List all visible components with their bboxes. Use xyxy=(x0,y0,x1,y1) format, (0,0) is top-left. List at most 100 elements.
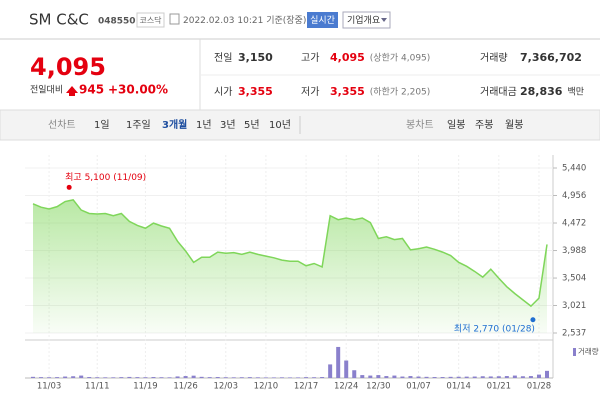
summary-note: (하한가 2,205) xyxy=(370,87,431,98)
volume-bar xyxy=(215,377,220,378)
timestamp: 2022.02.03 10:21 기준(장중) xyxy=(183,15,306,26)
dropdown-arrow xyxy=(381,18,387,22)
tab-label: 선차트 xyxy=(48,119,76,131)
volume-bar xyxy=(199,376,204,378)
volume-bar xyxy=(288,377,292,378)
summary-unit: 백만 xyxy=(567,87,584,98)
period-tab[interactable]: 10년 xyxy=(269,119,291,131)
candle-tab[interactable]: 월봉 xyxy=(505,119,523,131)
x-tick-label: 12/10 xyxy=(254,382,279,392)
volume-bar xyxy=(55,377,60,378)
market: 코스닥 xyxy=(139,15,162,25)
candle-tab[interactable]: 일봉 xyxy=(447,119,465,131)
summary-label: 저가 xyxy=(301,86,319,98)
x-tick-label: 12/30 xyxy=(366,382,391,392)
x-tick-label: 12/17 xyxy=(294,382,319,392)
volume-bar xyxy=(512,375,517,378)
x-tick-label: 12/03 xyxy=(214,382,239,392)
volume-bar xyxy=(239,377,244,378)
volume-bar xyxy=(376,375,381,378)
summary-value: 3,355 xyxy=(330,85,365,98)
change-rate: +30.00% xyxy=(108,83,168,97)
volume-bar xyxy=(408,376,413,378)
volume-bar xyxy=(424,376,429,378)
summary-label: 고가 xyxy=(301,52,319,64)
realtime[interactable]: 실시간 xyxy=(310,15,335,26)
volume-bar xyxy=(464,376,469,378)
company-info-button[interactable] xyxy=(342,11,391,29)
volume-bar xyxy=(312,377,317,378)
volume-bar xyxy=(400,376,405,378)
volume-bar xyxy=(271,377,276,378)
volume-bar xyxy=(360,375,365,378)
summary-note: (상한가 4,095) xyxy=(370,53,431,64)
tab-label: 봉차트 xyxy=(406,119,434,131)
stock-name: SM C&C xyxy=(29,11,89,29)
volume-bar xyxy=(368,375,373,378)
volume-bar xyxy=(103,377,108,378)
volume-bar xyxy=(87,377,92,378)
volume-bar xyxy=(263,377,268,378)
candle-tab[interactable]: 주봉 xyxy=(475,119,493,131)
summary-label: 거래대금 xyxy=(480,86,517,98)
x-tick-label: 12/24 xyxy=(334,382,359,392)
high-label: 최고 5,100 (11/09) xyxy=(65,172,146,183)
volume-bar xyxy=(480,376,485,378)
volume-bar xyxy=(71,376,76,378)
volume-bar xyxy=(207,377,212,378)
up-icon xyxy=(66,86,78,96)
period-tab[interactable]: 3개월 xyxy=(162,118,187,131)
legend-label: 거래량 xyxy=(578,347,599,356)
price-line xyxy=(32,198,548,308)
summary-value: 7,366,702 xyxy=(520,51,582,64)
low-label: 최저 2,770 (01/28) xyxy=(454,323,535,334)
x-tick-label: 11/19 xyxy=(133,382,158,392)
volume-bar xyxy=(95,377,100,378)
volume-bar xyxy=(320,377,325,378)
legend-swatch xyxy=(573,348,576,356)
x-tick-label: 01/14 xyxy=(446,382,471,392)
period-tab[interactable]: 1일 xyxy=(94,119,110,131)
period-tab[interactable]: 3년 xyxy=(220,119,236,131)
period-tab[interactable]: 1주일 xyxy=(126,119,151,131)
x-tick-label: 11/11 xyxy=(85,382,110,392)
market-badge xyxy=(136,12,165,28)
period-tab[interactable]: 1년 xyxy=(196,119,212,131)
volume-bar xyxy=(528,376,533,378)
volume-bar xyxy=(47,377,52,378)
x-tick-label: 01/28 xyxy=(527,382,552,392)
volume-bar xyxy=(111,377,116,378)
y-tick-label: 3,504 xyxy=(562,274,586,284)
period-tab[interactable]: 5년 xyxy=(244,119,260,131)
company-info[interactable]: 기업개요 xyxy=(347,15,380,26)
volume-bar xyxy=(432,377,437,378)
y-tick-label: 4,956 xyxy=(562,191,586,201)
volume-bar xyxy=(135,377,140,378)
x-tick-label: 11/26 xyxy=(173,382,198,392)
volume-bar xyxy=(31,376,35,378)
volume-bar xyxy=(159,377,164,378)
volume-bar xyxy=(456,376,461,378)
realtime-badge[interactable] xyxy=(307,12,338,28)
volume-bar xyxy=(416,376,421,378)
volume-bar xyxy=(520,376,525,378)
volume-bar xyxy=(127,376,132,378)
volume-bar xyxy=(352,370,357,378)
summary-label: 거래량 xyxy=(480,52,508,64)
volume-bar xyxy=(175,376,180,378)
y-tick-label: 3,988 xyxy=(562,246,586,256)
summary-value: 4,095 xyxy=(330,51,365,64)
summary-value: 3,150 xyxy=(238,51,273,64)
summary-label: 시가 xyxy=(214,86,232,98)
summary-value: 28,836 xyxy=(520,85,563,98)
volume-bar xyxy=(151,377,156,378)
volume-bar xyxy=(167,377,172,378)
x-tick-label: 11/03 xyxy=(37,382,62,392)
calendar-icon xyxy=(169,13,180,25)
volume-bar xyxy=(336,346,341,378)
volume-bar xyxy=(440,377,445,378)
volume-bar xyxy=(304,377,309,378)
volume-bar xyxy=(545,370,549,378)
volume-bar xyxy=(143,377,148,378)
